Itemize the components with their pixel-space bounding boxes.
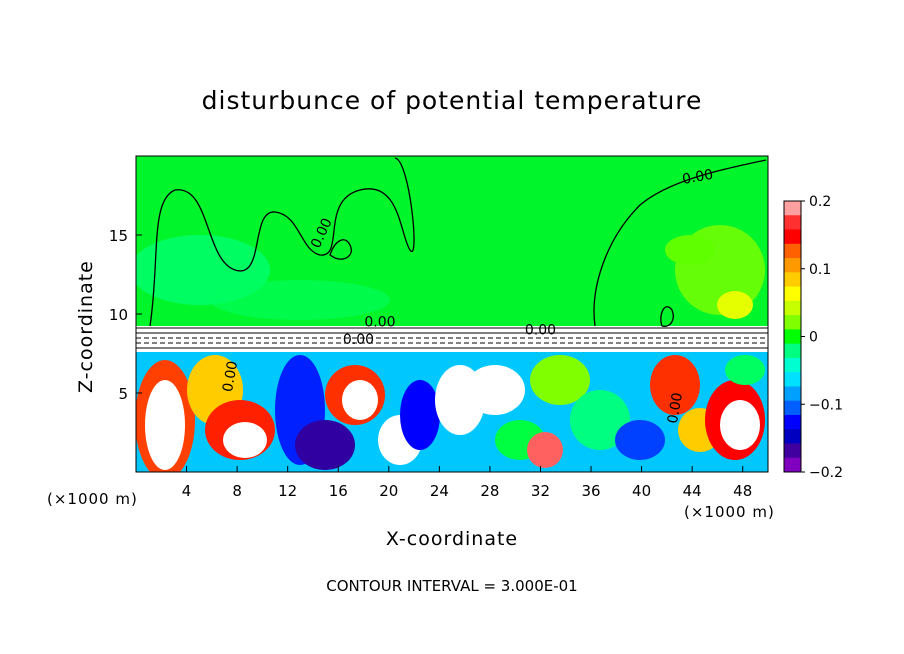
x-tick-label: 4 <box>182 482 192 500</box>
x-tick-label: 28 <box>480 482 499 500</box>
colorbar-swatch <box>784 258 801 273</box>
chart-title: disturbunce of potential temperature <box>201 86 703 115</box>
colorbar-tick-label: 0.2 <box>809 194 831 210</box>
y-axis-label: Z-coordinate <box>75 260 97 393</box>
colorbar-swatch <box>784 201 801 216</box>
colorbar-swatch <box>784 300 801 316</box>
x-unit-left: (×1000 m) <box>47 490 138 508</box>
y-tick-label: 10 <box>109 306 128 324</box>
contour-label: 0.00 <box>343 332 374 348</box>
turbulent-eddies <box>136 355 765 472</box>
contour-labels: 0.000.000.000.000.000.000.00 <box>220 167 714 425</box>
colorbar-swatch <box>784 229 801 245</box>
x-unit-right: (×1000 m) <box>684 503 775 521</box>
colorbar-swatch <box>784 343 801 359</box>
y-tick-label: 15 <box>109 227 128 245</box>
colorbar-swatch <box>784 272 801 288</box>
colorbar-tick-label: −0.2 <box>809 465 843 481</box>
colorbar-tick-label: 0.1 <box>809 262 831 278</box>
x-tick-label: 20 <box>379 482 398 500</box>
colorbar-tick-label: 0 <box>809 330 818 346</box>
inversion-contours <box>136 327 768 349</box>
colorbar-swatch <box>784 429 801 444</box>
x-tick-label: 48 <box>733 482 752 500</box>
contour-label: 0.00 <box>525 323 556 339</box>
colorbar-swatch <box>784 315 801 330</box>
contour-label: 0.00 <box>220 360 241 393</box>
x-tick-label: 40 <box>632 482 651 500</box>
x-tick-label: 36 <box>581 482 600 500</box>
colorbar-swatch <box>784 443 801 459</box>
upper-warm-core <box>717 291 753 319</box>
colorbar-swatch <box>784 243 801 259</box>
colorbar: 0.2 0.1 0 −0.1 −0.2 <box>783 194 843 481</box>
colorbar-swatch <box>784 215 801 231</box>
contour-label: 0.00 <box>364 315 395 331</box>
colorbar-swatch <box>784 286 801 302</box>
contour-label: 0.00 <box>665 391 686 424</box>
colorbar-swatch <box>784 372 801 387</box>
contour-interval-note: CONTOUR INTERVAL = 3.000E-01 <box>326 577 578 595</box>
contour-label: 0.00 <box>681 167 714 188</box>
upper-cool-patch <box>210 280 390 320</box>
heatmap-field <box>136 156 768 472</box>
x-tick-label: 44 <box>683 482 702 500</box>
colorbar-swatch <box>784 357 801 373</box>
colorbar-swatch <box>784 329 801 345</box>
x-tick-label: 32 <box>531 482 550 500</box>
upper-warm-patch <box>665 235 715 265</box>
x-tick-label: 12 <box>278 482 297 500</box>
x-tick-label: 8 <box>232 482 242 500</box>
y-axis-ticks: 5 10 15 <box>109 227 142 403</box>
contour-lines <box>149 157 767 327</box>
colorbar-swatch <box>784 414 801 430</box>
x-axis-label: X-coordinate <box>385 528 519 550</box>
x-tick-label: 24 <box>430 482 449 500</box>
x-axis-ticks: 4 8 12 16 20 24 28 32 36 40 44 48 <box>182 466 752 500</box>
colorbar-tick-label: −0.1 <box>809 397 843 413</box>
colorbar-swatch <box>784 386 801 402</box>
x-tick-label: 16 <box>329 482 348 500</box>
y-tick-label: 5 <box>118 385 128 403</box>
colorbar-swatch <box>784 400 801 416</box>
colorbar-swatch <box>784 457 801 473</box>
